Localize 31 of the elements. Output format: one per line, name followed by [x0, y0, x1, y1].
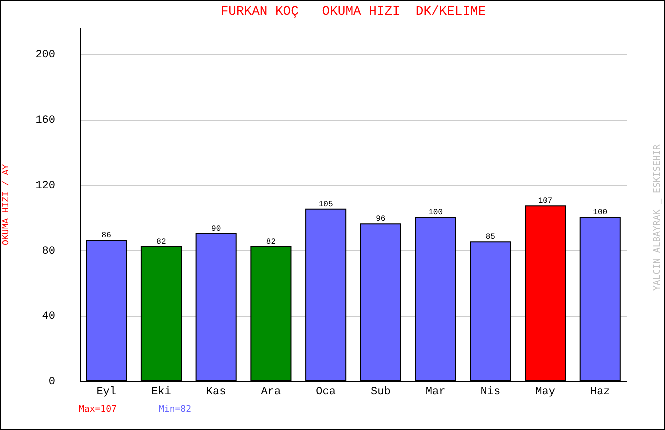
data-label: 107 [538, 197, 553, 206]
chart-title: FURKAN KOÇ OKUMA HIZI DK/KELIME [220, 4, 486, 19]
data-label: 82 [156, 238, 166, 247]
y-tick-label: 40 [42, 311, 56, 324]
x-tick-label: Ara [261, 386, 282, 398]
text: YALCIN ALBAYRAK _ ESKISEHIR [653, 144, 663, 291]
data-label: 96 [376, 215, 386, 224]
x-tick-label: Mar [426, 386, 446, 398]
x-tick-label: Sub [371, 386, 391, 398]
data-label: 90 [212, 224, 222, 234]
y-tick-label: 200 [36, 50, 56, 62]
data-label: 85 [486, 233, 496, 242]
data-label: 100 [593, 208, 608, 218]
y-tick-label: 160 [36, 115, 56, 128]
x-tick-label: Oca [316, 386, 336, 398]
x-tick-label: Nis [480, 386, 501, 398]
x-tick-label: May [536, 386, 556, 398]
data-label: 100 [428, 208, 444, 218]
y-axis-title: OKUMA HIZI / AY [2, 164, 12, 246]
x-tick-label: Kas [206, 386, 226, 398]
data-label: 105 [318, 200, 334, 210]
x-tick-label: Haz [590, 386, 610, 398]
text: Max=107 [79, 405, 117, 415]
text: Min=82 [159, 405, 192, 415]
y-tick-label: 120 [36, 180, 56, 192]
data-label: 82 [266, 238, 276, 247]
x-tick-label: Eyl [96, 386, 117, 398]
y-tick-label: 80 [42, 246, 56, 258]
data-label: 86 [102, 231, 112, 240]
x-tick-label: Eki [152, 386, 172, 398]
y-tick-label: 0 [48, 376, 56, 388]
